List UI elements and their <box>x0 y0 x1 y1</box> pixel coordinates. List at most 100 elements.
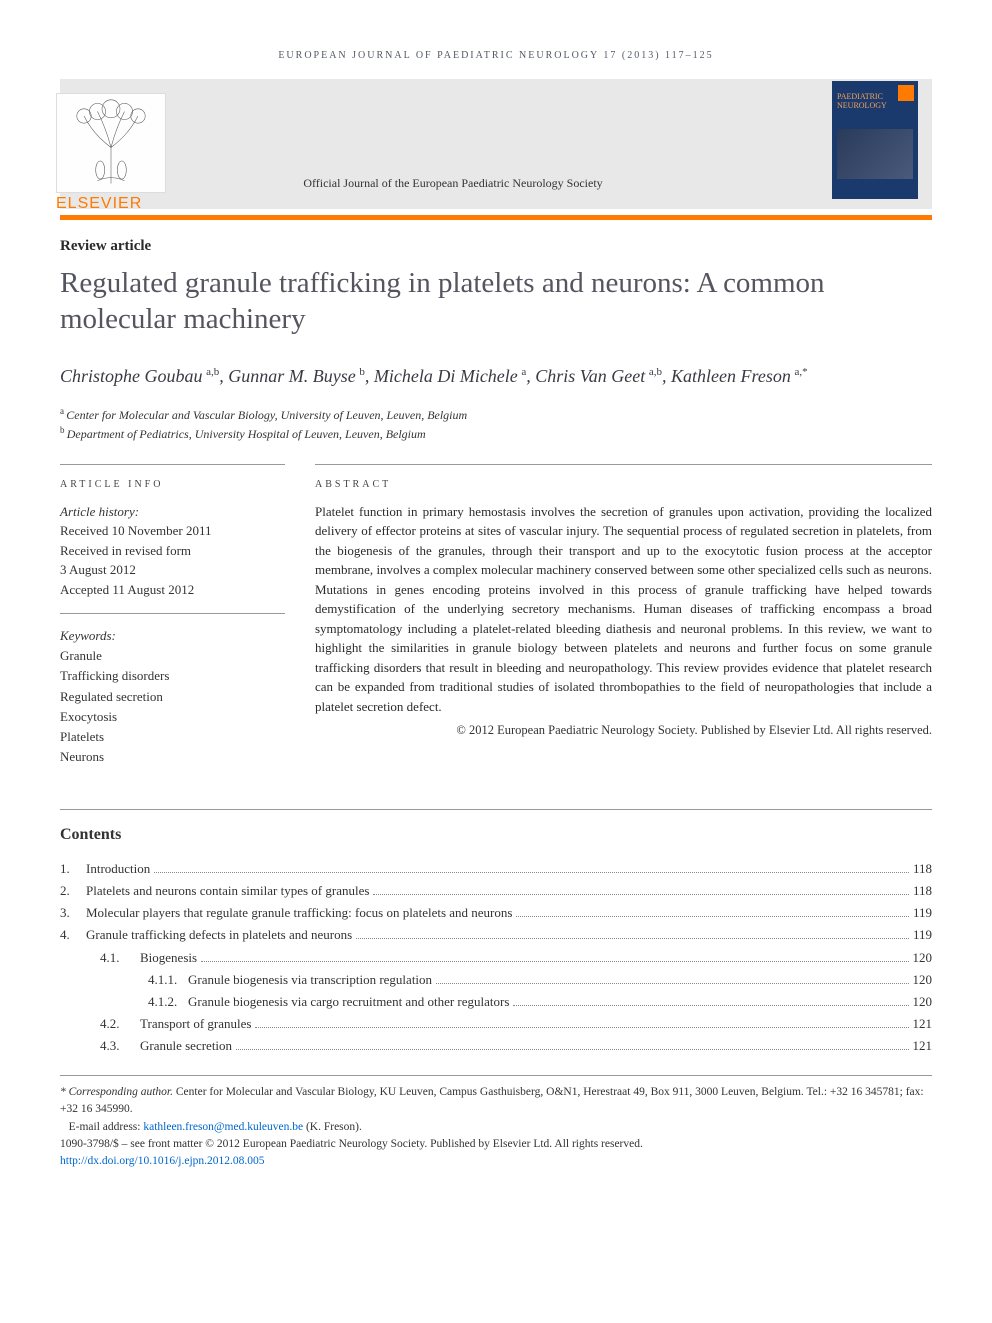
toc-number: 1. <box>60 858 86 880</box>
toc-label: Granule biogenesis via transcription reg… <box>188 969 432 991</box>
article-info-head: ARTICLE INFO <box>60 479 285 490</box>
toc-number: 4.2. <box>100 1013 140 1035</box>
abstract-column: ABSTRACT Platelet function in primary he… <box>315 464 932 781</box>
history-line: Accepted 11 August 2012 <box>60 582 194 597</box>
toc-label: Introduction <box>86 858 150 880</box>
email-suffix: (K. Freson). <box>303 1121 362 1133</box>
email-line: E-mail address: kathleen.freson@med.kule… <box>60 1119 932 1136</box>
toc-page: 121 <box>913 1035 933 1057</box>
keyword: Trafficking disorders <box>60 668 169 683</box>
affiliation-list: a Center for Molecular and Vascular Biol… <box>60 405 932 443</box>
toc-leader-dots <box>516 916 909 917</box>
footer-divider: * Corresponding author. Center for Molec… <box>60 1075 932 1170</box>
keyword: Regulated secretion <box>60 689 163 704</box>
toc-number: 4.1. <box>100 947 140 969</box>
author-affiliation-marker: a <box>521 366 526 378</box>
toc-number: 2. <box>60 880 86 902</box>
keywords-block: Keywords: GranuleTrafficking disordersRe… <box>60 626 285 767</box>
toc-page: 120 <box>913 947 933 969</box>
author-name: Chris Van Geet <box>535 366 649 386</box>
toc-entry[interactable]: 4.1.2.Granule biogenesis via cargo recru… <box>60 991 932 1013</box>
affiliation-marker: a <box>60 406 66 416</box>
table-of-contents: 1.Introduction 1182.Platelets and neuron… <box>60 858 932 1057</box>
contents-heading: Contents <box>60 826 932 844</box>
toc-entry[interactable]: 4.1.1.Granule biogenesis via transcripti… <box>60 969 932 991</box>
cover-image-placeholder <box>837 129 913 179</box>
cover-elsevier-icon <box>898 85 914 101</box>
article-type: Review article <box>60 238 932 255</box>
toc-label: Transport of granules <box>140 1013 251 1035</box>
history-line: Received 10 November 2011 <box>60 523 212 538</box>
abstract-head: ABSTRACT <box>315 479 932 490</box>
author-name: Gunnar M. Buyse <box>228 366 359 386</box>
toc-label: Granule trafficking defects in platelets… <box>86 924 352 946</box>
affiliation-line: b Department of Pediatrics, University H… <box>60 424 932 443</box>
toc-entry[interactable]: 4.2.Transport of granules 121 <box>60 1013 932 1035</box>
author-affiliation-marker: a,b <box>206 366 219 378</box>
author-name: Michela Di Michele <box>374 366 522 386</box>
journal-cover-thumbnail: PAEDIATRIC NEUROLOGY <box>832 81 918 199</box>
corresponding-label: * Corresponding author. <box>60 1086 173 1098</box>
author-affiliation-marker: b <box>359 366 365 378</box>
corresponding-author-note: * Corresponding author. Center for Molec… <box>60 1084 932 1119</box>
toc-page: 118 <box>913 880 932 902</box>
toc-page: 118 <box>913 858 932 880</box>
elsevier-tree-icon <box>56 93 166 193</box>
email-label: E-mail address: <box>69 1121 144 1133</box>
toc-leader-dots <box>201 961 908 962</box>
toc-leader-dots <box>356 938 909 939</box>
author-name: Kathleen Freson <box>671 366 794 386</box>
running-head: EUROPEAN JOURNAL OF PAEDIATRIC NEUROLOGY… <box>60 50 932 61</box>
toc-page: 119 <box>913 902 932 924</box>
article-history: Article history: Received 10 November 20… <box>60 502 285 600</box>
toc-page: 121 <box>913 1013 933 1035</box>
journal-header-bar: ELSEVIER Official Journal of the Europea… <box>60 79 932 209</box>
history-line: 3 August 2012 <box>60 562 136 577</box>
toc-label: Platelets and neurons contain similar ty… <box>86 880 369 902</box>
author-name: Christophe Goubau <box>60 366 206 386</box>
toc-page: 120 <box>913 991 933 1013</box>
history-line: Received in revised form <box>60 543 191 558</box>
toc-label: Molecular players that regulate granule … <box>86 902 512 924</box>
toc-leader-dots <box>436 983 908 984</box>
toc-label: Granule biogenesis via cargo recruitment… <box>188 991 509 1013</box>
abstract-text: Platelet function in primary hemostasis … <box>315 502 932 717</box>
keyword: Neurons <box>60 749 104 764</box>
author-affiliation-marker: a,b <box>649 366 662 378</box>
toc-entry[interactable]: 3.Molecular players that regulate granul… <box>60 902 932 924</box>
toc-label: Biogenesis <box>140 947 197 969</box>
toc-number: 4.1.2. <box>148 991 188 1013</box>
doi-link[interactable]: http://dx.doi.org/10.1016/j.ejpn.2012.08… <box>60 1155 265 1167</box>
society-statement: Official Journal of the European Paediat… <box>74 176 832 191</box>
toc-leader-dots <box>255 1027 908 1028</box>
toc-leader-dots <box>154 872 909 873</box>
toc-entry[interactable]: 4.3.Granule secretion 121 <box>60 1035 932 1057</box>
toc-entry[interactable]: 2.Platelets and neurons contain similar … <box>60 880 932 902</box>
toc-number: 4. <box>60 924 86 946</box>
article-info-column: ARTICLE INFO Article history: Received 1… <box>60 464 285 781</box>
issn-copyright-line: 1090-3798/$ – see front matter © 2012 Eu… <box>60 1136 932 1153</box>
toc-number: 4.3. <box>100 1035 140 1057</box>
affiliation-line: a Center for Molecular and Vascular Biol… <box>60 405 932 424</box>
author-affiliation-marker: a,* <box>794 366 807 378</box>
toc-leader-dots <box>373 894 909 895</box>
history-label: Article history: <box>60 504 139 519</box>
corresponding-address: Center for Molecular and Vascular Biolog… <box>60 1086 924 1115</box>
email-link[interactable]: kathleen.freson@med.kuleuven.be <box>143 1121 303 1133</box>
toc-page: 120 <box>913 969 933 991</box>
affiliation-marker: b <box>60 425 67 435</box>
keywords-label: Keywords: <box>60 628 116 643</box>
toc-number: 4.1.1. <box>148 969 188 991</box>
publisher-logo: ELSEVIER <box>56 93 176 213</box>
copyright-line: © 2012 European Paediatric Neurology Soc… <box>315 722 932 740</box>
publisher-wordmark: ELSEVIER <box>56 195 176 213</box>
keyword: Exocytosis <box>60 709 117 724</box>
toc-leader-dots <box>513 1005 908 1006</box>
toc-number: 3. <box>60 902 86 924</box>
toc-entry[interactable]: 1.Introduction 118 <box>60 858 932 880</box>
orange-divider <box>60 215 932 220</box>
contents-top-rule <box>60 809 932 810</box>
toc-page: 119 <box>913 924 932 946</box>
toc-entry[interactable]: 4.1.Biogenesis 120 <box>60 947 932 969</box>
toc-entry[interactable]: 4.Granule trafficking defects in platele… <box>60 924 932 946</box>
